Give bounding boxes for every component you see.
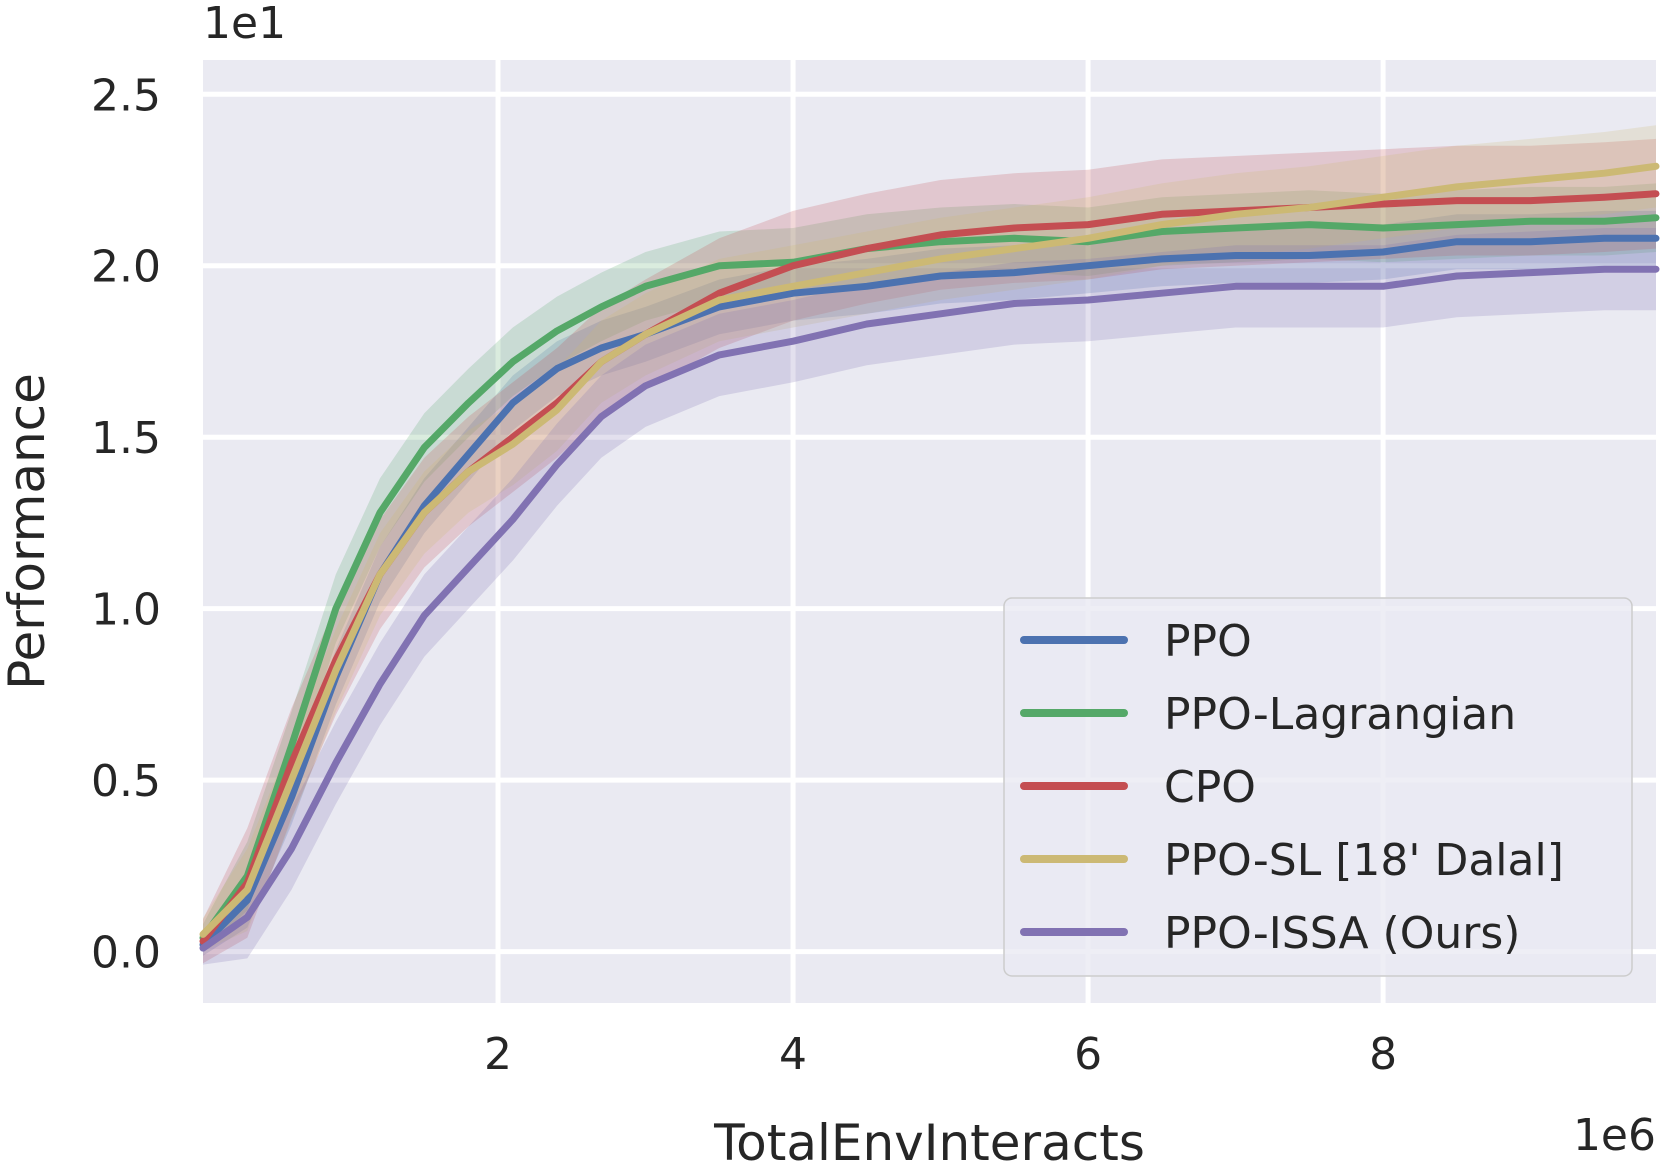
y-tick-label: 1.0 (91, 585, 161, 636)
legend-label: PPO-ISSA (Ours) (1164, 908, 1520, 959)
band-cpo (203, 138, 1656, 964)
legend-item: PPO-SL [18' Dalal] (1020, 835, 1564, 886)
band-ppo-issa-ours (203, 228, 1656, 965)
y-axis-label: Performance (0, 373, 56, 690)
x-tick-label: 2 (484, 1029, 512, 1080)
legend-item: PPO-Lagrangian (1020, 689, 1516, 740)
x-tick-labels: 2 4 6 8 (484, 1029, 1397, 1080)
legend-item: PPO-ISSA (Ours) (1020, 908, 1520, 959)
legend-label: PPO (1164, 616, 1252, 667)
legend-box (1003, 597, 1633, 977)
series-line-ppo-sl-18-dalal (199, 162, 1660, 938)
series-lines (199, 162, 1660, 952)
legend: PPO PPO-Lagrangian CPO PPO-SL [18' Dalal] PP… (1003, 597, 1633, 977)
y-tick-label: 0.0 (91, 928, 161, 979)
confidence-bands (203, 125, 1656, 965)
y-tick-label: 0.5 (91, 756, 161, 807)
legend-items: PPO PPO-Lagrangian CPO PPO-SL [18' Dalal] PP… (1020, 616, 1564, 959)
band-ppo-sl-18-dalal (203, 125, 1656, 951)
x-offset-label: 1e6 (1573, 1110, 1656, 1161)
legend-item: CPO (1020, 762, 1256, 813)
series-line-ppo-issa-ours (199, 265, 1660, 952)
y-tick-label: 2.0 (91, 242, 161, 293)
legend-label: CPO (1164, 762, 1256, 813)
x-axis-label: TotalEnvInteracts (713, 1114, 1145, 1165)
x-tick-label: 8 (1369, 1029, 1397, 1080)
legend-label: PPO-SL [18' Dalal] (1164, 835, 1564, 886)
legend-label: PPO-Lagrangian (1164, 689, 1516, 740)
y-tick-label: 2.5 (91, 70, 161, 121)
x-tick-label: 6 (1074, 1029, 1102, 1080)
y-tick-labels: 0.0 0.5 1.0 1.5 2.0 2.5 (91, 70, 161, 978)
y-tick-label: 1.5 (91, 413, 161, 464)
y-offset-label: 1e1 (203, 0, 286, 49)
legend-item: PPO (1020, 616, 1252, 667)
x-tick-label: 4 (779, 1029, 807, 1080)
